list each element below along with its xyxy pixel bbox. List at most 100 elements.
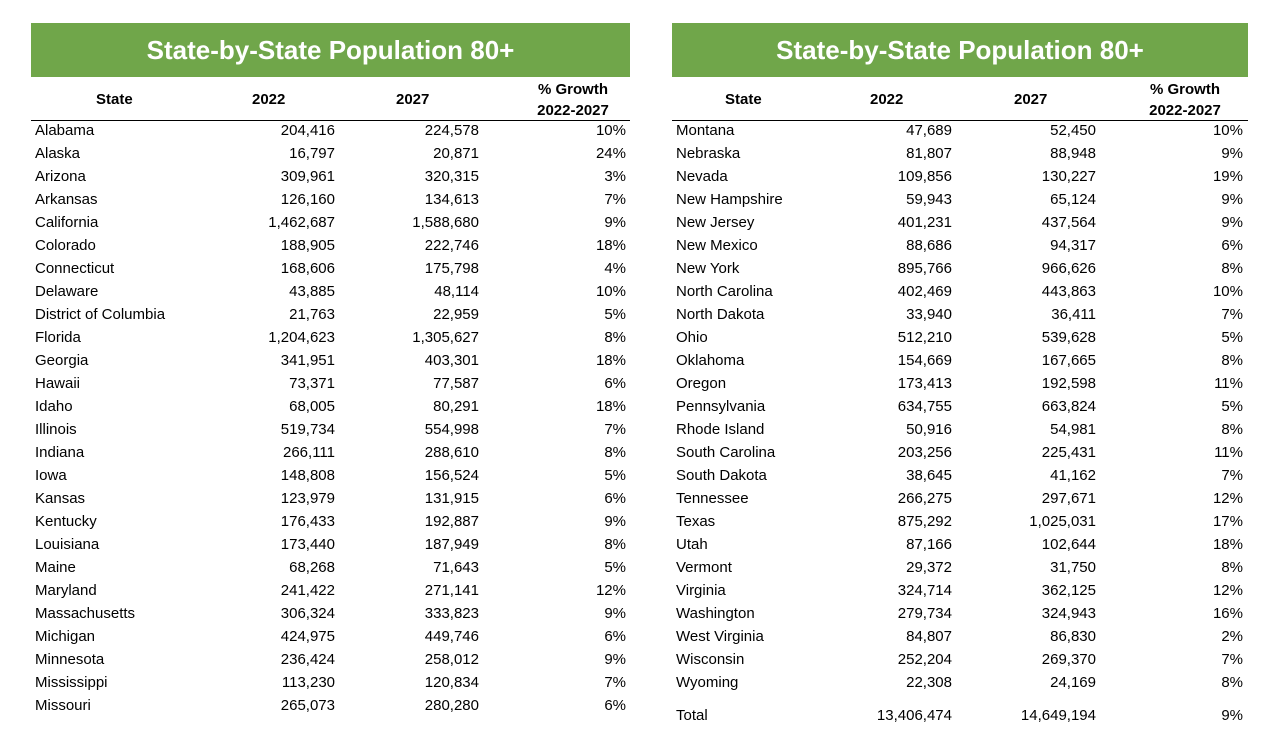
cell-2022: 634,755 — [897, 398, 952, 415]
cell-state: Mississippi — [35, 674, 108, 691]
cell-state: Massachusetts — [35, 605, 136, 622]
cell-growth: 18% — [595, 237, 626, 254]
cell-2027: 130,227 — [1041, 168, 1096, 185]
cell-state: Rhode Island — [676, 421, 765, 438]
cell-growth: 6% — [604, 697, 626, 714]
total-2027: 14,649,194 — [1020, 707, 1096, 724]
cell-state: Utah — [676, 536, 708, 553]
cell-2027: 36,411 — [1051, 306, 1096, 323]
cell-2027: 288,610 — [424, 444, 479, 461]
cell-state: Virginia — [676, 582, 726, 599]
cell-2027: 1,305,627 — [412, 329, 479, 346]
cell-growth: 9% — [604, 605, 626, 622]
cell-state: Colorado — [35, 237, 96, 254]
cell-growth: 9% — [604, 214, 626, 231]
cell-2022: 188,905 — [280, 237, 335, 254]
cell-growth: 11% — [1214, 444, 1243, 461]
cell-2022: 59,943 — [906, 191, 952, 208]
table-row: Indiana 266,111 288,610 8% — [31, 443, 630, 466]
table-row: New Hampshire 59,943 65,124 9% — [672, 190, 1248, 213]
table-row: Oregon 173,413 192,598 11% — [672, 374, 1248, 397]
cell-growth: 16% — [1212, 605, 1243, 622]
cell-state: Ohio — [676, 329, 708, 346]
cell-state: Nebraska — [676, 145, 741, 162]
cell-growth: 8% — [604, 329, 626, 346]
cell-2027: 192,598 — [1041, 375, 1096, 392]
table-title: State-by-State Population 80+ — [672, 23, 1248, 77]
table-row: Arizona 309,961 320,315 3% — [31, 167, 630, 190]
cell-2027: 224,578 — [424, 122, 479, 139]
table-row: Oklahoma 154,669 167,665 8% — [672, 351, 1248, 374]
cell-2022: 204,416 — [280, 122, 335, 139]
cell-growth: 8% — [604, 444, 626, 461]
cell-state: Kentucky — [35, 513, 97, 530]
cell-2022: 21,763 — [289, 306, 335, 323]
header-2022: 2022 — [252, 91, 286, 108]
table-row: New Mexico 88,686 94,317 6% — [672, 236, 1248, 259]
total-label: Total — [676, 707, 708, 724]
table-row: Florida 1,204,623 1,305,627 8% — [31, 328, 630, 351]
table-row: Vermont 29,372 31,750 8% — [672, 558, 1248, 581]
cell-growth: 7% — [604, 674, 626, 691]
cell-state: California — [35, 214, 99, 231]
cell-growth: 10% — [595, 283, 626, 300]
cell-growth: 18% — [595, 352, 626, 369]
cell-2027: 20,871 — [433, 145, 479, 162]
table-row: North Carolina 402,469 443,863 10% — [672, 282, 1248, 305]
header-growth: % Growth 2022-2027 — [1130, 79, 1240, 121]
cell-growth: 8% — [604, 536, 626, 553]
cell-2022: 895,766 — [897, 260, 952, 277]
cell-2022: 68,268 — [289, 559, 335, 576]
table-row: Louisiana 173,440 187,949 8% — [31, 535, 630, 558]
header-growth-line1: % Growth — [1150, 81, 1220, 98]
table-body-left: Alabama 204,416 224,578 10% Alaska 16,797 20,8… — [31, 121, 630, 719]
cell-growth: 12% — [595, 582, 626, 599]
cell-state: Maryland — [35, 582, 97, 599]
table-row: Massachusetts 306,324 333,823 9% — [31, 604, 630, 627]
cell-2022: 306,324 — [280, 605, 335, 622]
table-row: Kansas 123,979 131,915 6% — [31, 489, 630, 512]
header-growth-line2: 2022-2027 — [1149, 102, 1221, 119]
cell-2027: 271,141 — [424, 582, 479, 599]
cell-2027: 324,943 — [1041, 605, 1096, 622]
cell-growth: 12% — [1212, 582, 1243, 599]
table-row: Georgia 341,951 403,301 18% — [31, 351, 630, 374]
table-row: Utah 87,166 102,644 18% — [672, 535, 1248, 558]
header-growth-line1: % Growth — [538, 81, 608, 98]
table-row: Tennessee 266,275 297,671 12% — [672, 489, 1248, 512]
cell-growth: 4% — [604, 260, 626, 277]
cell-2027: 77,587 — [433, 375, 479, 392]
cell-state: New Mexico — [676, 237, 758, 254]
cell-2022: 324,714 — [897, 582, 952, 599]
cell-growth: 7% — [604, 191, 626, 208]
table-panel-left: State-by-State Population 80+ State 2022… — [31, 23, 630, 719]
cell-state: North Dakota — [676, 306, 765, 323]
cell-state: New Jersey — [676, 214, 755, 231]
cell-2027: 52,450 — [1050, 122, 1096, 139]
cell-state: Pennsylvania — [676, 398, 766, 415]
cell-2027: 269,370 — [1041, 651, 1096, 668]
cell-2022: 47,689 — [906, 122, 952, 139]
cell-2022: 402,469 — [897, 283, 952, 300]
cell-2022: 252,204 — [897, 651, 952, 668]
cell-growth: 10% — [595, 122, 626, 139]
cell-state: Idaho — [35, 398, 73, 415]
table-row: Delaware 43,885 48,114 10% — [31, 282, 630, 305]
cell-2027: 225,431 — [1041, 444, 1096, 461]
cell-growth: 19% — [1212, 168, 1243, 185]
cell-state: Maine — [35, 559, 76, 576]
cell-state: Arizona — [35, 168, 86, 185]
cell-2022: 173,440 — [280, 536, 335, 553]
table-row: Minnesota 236,424 258,012 9% — [31, 650, 630, 673]
cell-growth: 7% — [1221, 306, 1243, 323]
cell-state: Arkansas — [35, 191, 98, 208]
cell-growth: 17% — [1212, 513, 1243, 530]
header-growth-line2: 2022-2027 — [537, 102, 609, 119]
cell-2022: 84,807 — [906, 628, 952, 645]
cell-growth: 18% — [1212, 536, 1243, 553]
table-row: Alabama 204,416 224,578 10% — [31, 121, 630, 144]
table-row: Ohio 512,210 539,628 5% — [672, 328, 1248, 351]
table-row: District of Columbia 21,763 22,959 5% — [31, 305, 630, 328]
table-row: Maryland 241,422 271,141 12% — [31, 581, 630, 604]
table-header: State 2022 2027 % Growth 2022-2027 — [31, 77, 630, 121]
